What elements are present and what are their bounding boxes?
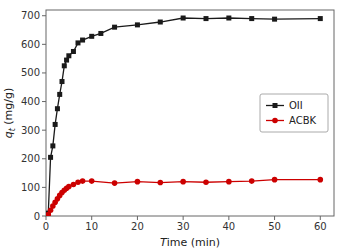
point xyxy=(112,25,117,30)
point xyxy=(180,179,186,185)
y-tick-label: 400 xyxy=(21,96,40,107)
point xyxy=(249,16,254,21)
y-tick-label: 300 xyxy=(21,125,40,136)
point xyxy=(60,79,65,84)
x-tick xyxy=(320,216,321,220)
series-line xyxy=(48,180,320,215)
y-tick xyxy=(42,72,46,73)
point xyxy=(57,92,62,97)
x-tick-label: 60 xyxy=(314,221,327,232)
x-tick-label: 30 xyxy=(177,221,190,232)
point xyxy=(249,178,255,184)
point xyxy=(272,17,277,22)
y-tick xyxy=(42,216,46,217)
x-tick-label: 40 xyxy=(222,221,235,232)
point xyxy=(62,63,67,68)
y-axis-label: qt (mg/g) xyxy=(2,88,17,139)
x-tick-label: 0 xyxy=(43,221,49,232)
x-tick xyxy=(46,216,47,220)
point xyxy=(55,106,60,111)
y-tick xyxy=(42,15,46,16)
legend-label: OII xyxy=(289,100,303,111)
y-tick xyxy=(42,187,46,188)
x-tick xyxy=(274,216,275,220)
legend-marker xyxy=(272,118,278,124)
y-tick xyxy=(42,44,46,45)
point xyxy=(76,40,81,45)
y-tick-label: 100 xyxy=(21,182,40,193)
point xyxy=(181,16,186,21)
x-tick xyxy=(183,216,184,220)
legend-box xyxy=(260,94,328,132)
point xyxy=(135,179,141,185)
x-axis-label: Time (min) xyxy=(160,236,220,249)
legend-marker xyxy=(273,103,278,108)
point xyxy=(80,38,85,43)
point xyxy=(112,180,118,186)
x-tick xyxy=(228,216,229,220)
point xyxy=(98,31,103,36)
point xyxy=(89,178,95,184)
point xyxy=(317,177,323,183)
legend-label: ACBK xyxy=(289,115,317,126)
axes: 01020304050600100200300400500600700 xyxy=(21,10,327,232)
point xyxy=(66,53,71,58)
point xyxy=(71,49,76,54)
y-tick-label: 500 xyxy=(21,67,40,78)
y-tick-label: 600 xyxy=(21,39,40,50)
y-tick-label: 200 xyxy=(21,153,40,164)
point xyxy=(158,20,163,25)
x-tick xyxy=(137,216,138,220)
plot-frame xyxy=(46,10,334,216)
point xyxy=(318,16,323,21)
y-tick xyxy=(42,158,46,159)
y-tick xyxy=(42,101,46,102)
point xyxy=(226,16,231,21)
legend: OII ACBK xyxy=(260,94,328,132)
point xyxy=(135,22,140,27)
y-tick-label: 0 xyxy=(34,211,40,222)
point xyxy=(64,58,69,63)
chart: 01020304050600100200300400500600700Time … xyxy=(0,0,344,252)
point xyxy=(48,155,53,160)
point xyxy=(80,178,86,184)
point xyxy=(157,180,163,186)
point xyxy=(272,177,278,183)
x-tick-label: 10 xyxy=(85,221,98,232)
x-tick-label: 20 xyxy=(131,221,144,232)
y-tick xyxy=(42,130,46,131)
point xyxy=(50,143,55,148)
point xyxy=(204,16,209,21)
x-tick-label: 50 xyxy=(268,221,281,232)
point xyxy=(89,34,94,39)
series xyxy=(46,177,323,216)
y-tick-label: 700 xyxy=(21,10,40,21)
point xyxy=(203,179,209,185)
point xyxy=(53,122,58,127)
point xyxy=(226,179,232,185)
x-tick xyxy=(91,216,92,220)
